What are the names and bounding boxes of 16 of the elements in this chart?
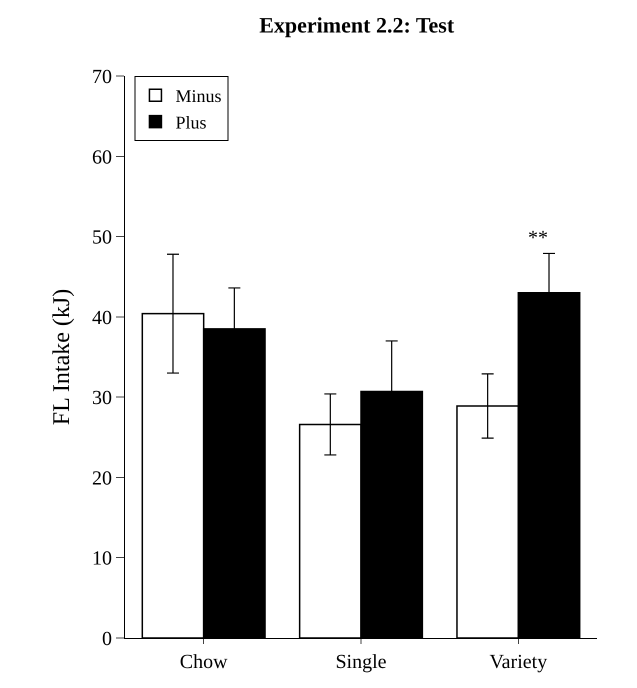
y-axis-title: FL Intake (kJ) [49, 288, 76, 426]
x-tick-label: Single [335, 651, 387, 673]
x-tick-label: Variety [489, 651, 548, 673]
y-tick-label: 70 [92, 66, 112, 88]
y-tick-label: 20 [92, 467, 112, 490]
y-tick-label: 0 [102, 628, 112, 650]
chart-title: Experiment 2.2: Test [259, 12, 455, 38]
y-tick-label: 60 [92, 146, 112, 168]
annotation: ** [528, 227, 548, 249]
y-tick-label: 40 [92, 306, 112, 329]
y-tick-label: 10 [92, 548, 112, 570]
y-tick-label: 50 [92, 226, 112, 249]
legend-label: Plus [175, 112, 206, 133]
legend-label: Minus [175, 86, 222, 106]
y-tick-label: 30 [92, 387, 112, 410]
x-tick-label: Chow [180, 651, 228, 673]
